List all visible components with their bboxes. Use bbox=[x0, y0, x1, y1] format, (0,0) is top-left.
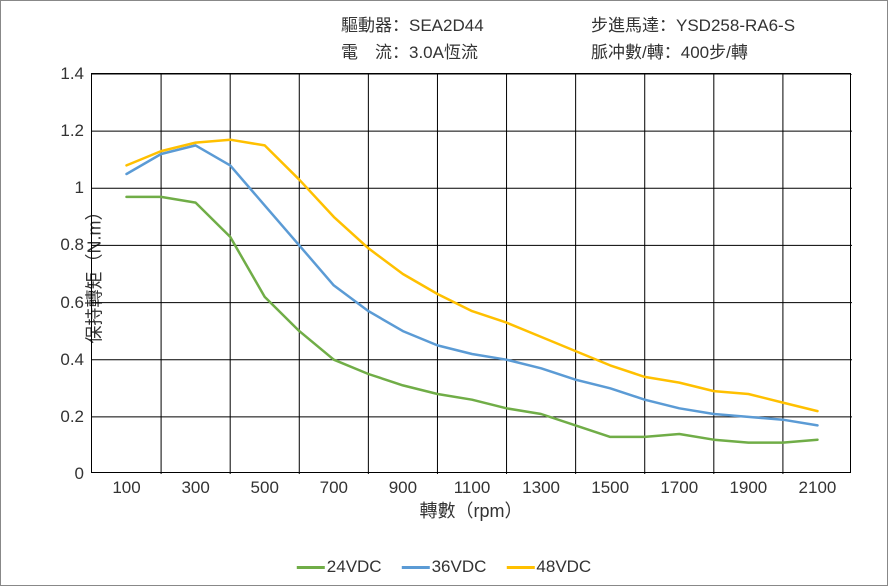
x-tick-label: 900 bbox=[389, 478, 417, 498]
motor-info: 步進馬達： YSD258-RA6-S bbox=[591, 11, 795, 36]
driver-value: SEA2D44 bbox=[409, 16, 484, 36]
x-tick-label: 1700 bbox=[660, 478, 698, 498]
current-info: 電 流： 3.0A恆流 bbox=[341, 38, 591, 63]
header-row-1: 驅動器： SEA2D44 步進馬達： YSD258-RA6-S bbox=[341, 11, 795, 36]
motor-label: 步進馬達： bbox=[591, 11, 676, 36]
y-tick-label: 1.4 bbox=[60, 64, 84, 84]
plot-area: 00.20.40.60.811.21.410030050070090011001… bbox=[91, 73, 851, 473]
y-tick-label: 1.2 bbox=[60, 121, 84, 141]
y-tick-label: 0 bbox=[75, 464, 84, 484]
legend-item-24VDC: 24VDC bbox=[297, 557, 382, 577]
motor-value: YSD258-RA6-S bbox=[676, 16, 795, 36]
x-tick-label: 1900 bbox=[729, 478, 767, 498]
legend-swatch bbox=[402, 566, 430, 569]
y-tick-label: 1 bbox=[75, 178, 84, 198]
y-tick-label: 0.2 bbox=[60, 407, 84, 427]
legend-item-48VDC: 48VDC bbox=[506, 557, 591, 577]
legend-swatch bbox=[297, 566, 325, 569]
x-tick-label: 300 bbox=[181, 478, 209, 498]
legend-label: 36VDC bbox=[432, 557, 487, 577]
legend-item-36VDC: 36VDC bbox=[402, 557, 487, 577]
x-tick-label: 1300 bbox=[522, 478, 560, 498]
x-axis-label: 轉數（rpm） bbox=[420, 497, 523, 523]
legend: 24VDC 36VDC 48VDC bbox=[297, 557, 591, 577]
legend-swatch bbox=[506, 566, 534, 569]
plot-wrap: 保持轉矩（N.m） 轉數（rpm） 00.20.40.60.811.21.410… bbox=[91, 73, 851, 473]
y-tick-label: 0.4 bbox=[60, 350, 84, 370]
chart-container: 驅動器： SEA2D44 步進馬達： YSD258-RA6-S 電 流： 3.0… bbox=[0, 0, 888, 586]
legend-label: 24VDC bbox=[327, 557, 382, 577]
x-tick-label: 2100 bbox=[799, 478, 837, 498]
driver-label: 驅動器： bbox=[341, 11, 409, 36]
legend-label: 48VDC bbox=[536, 557, 591, 577]
x-tick-label: 700 bbox=[320, 478, 348, 498]
current-label: 電 流： bbox=[341, 38, 409, 63]
x-tick-label: 500 bbox=[251, 478, 279, 498]
header-info: 驅動器： SEA2D44 步進馬達： YSD258-RA6-S 電 流： 3.0… bbox=[341, 11, 795, 65]
y-tick-label: 0.6 bbox=[60, 293, 84, 313]
driver-info: 驅動器： SEA2D44 bbox=[341, 11, 591, 36]
current-value: 3.0A恆流 bbox=[409, 38, 478, 63]
chart-svg bbox=[92, 74, 852, 474]
header-row-2: 電 流： 3.0A恆流 脈冲數/轉： 400步/轉 bbox=[341, 38, 795, 63]
x-tick-label: 1500 bbox=[591, 478, 629, 498]
pulse-label: 脈冲數/轉： bbox=[591, 38, 681, 63]
x-tick-label: 100 bbox=[112, 478, 140, 498]
x-tick-label: 1100 bbox=[454, 478, 491, 498]
y-tick-label: 0.8 bbox=[60, 235, 84, 255]
pulse-value: 400步/轉 bbox=[681, 38, 748, 63]
pulse-info: 脈冲數/轉： 400步/轉 bbox=[591, 38, 748, 63]
